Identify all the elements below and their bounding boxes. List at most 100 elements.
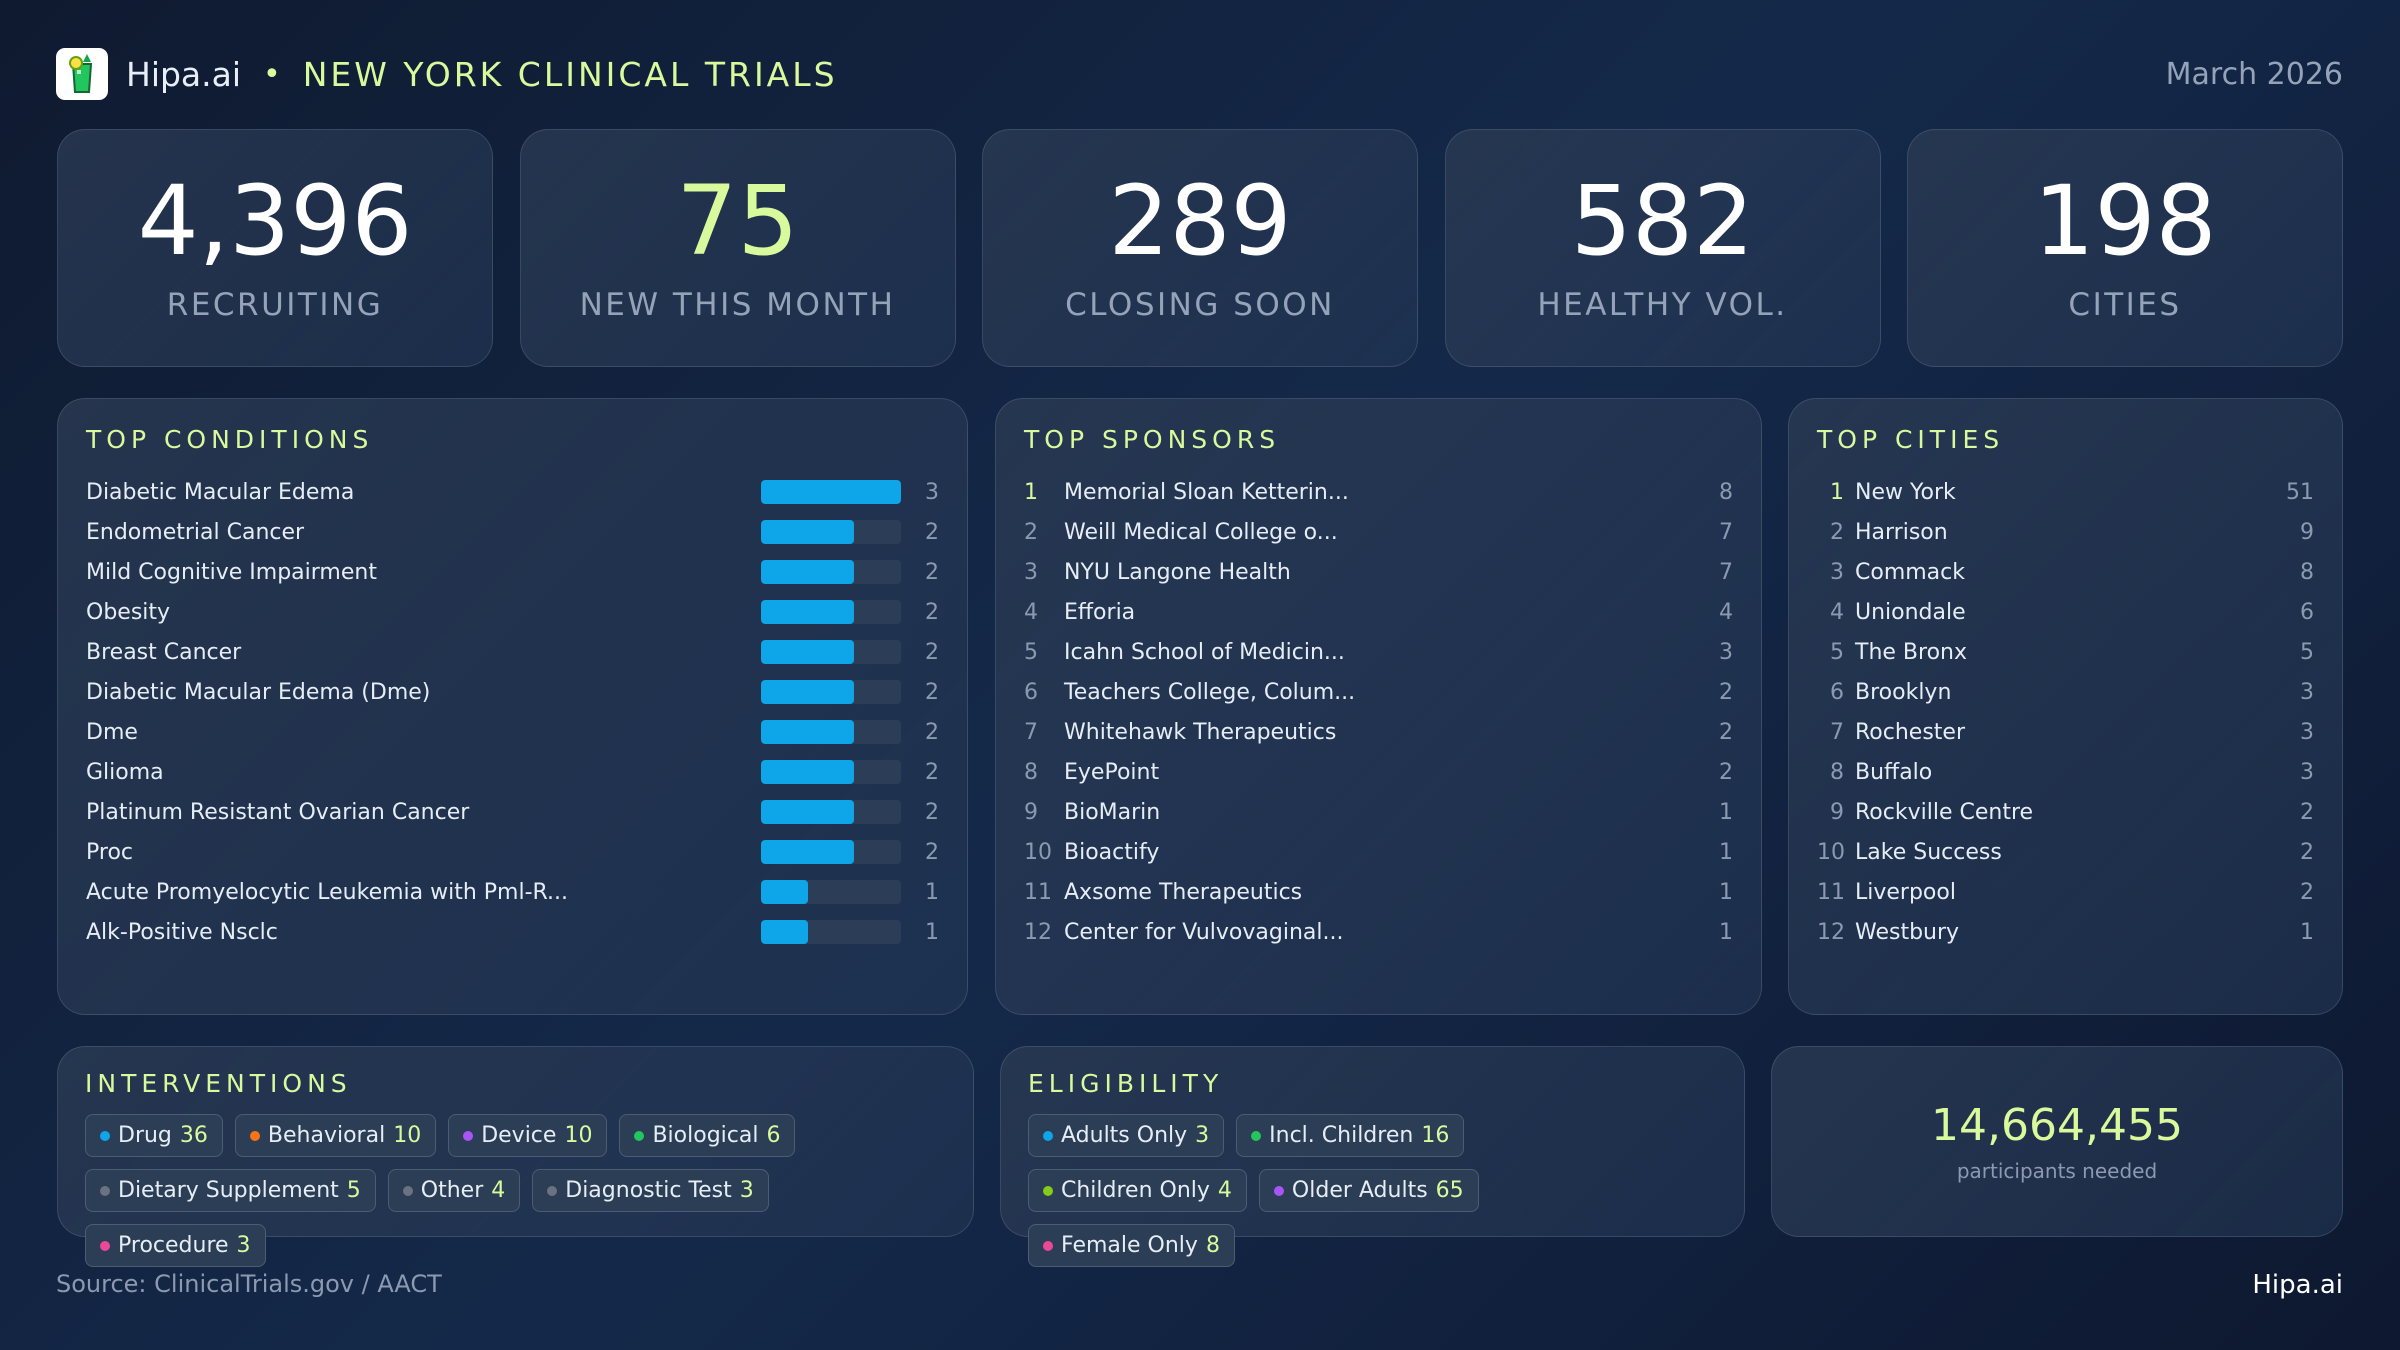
chip-older-adults[interactable]: Older Adults 65 xyxy=(1258,1169,1479,1212)
condition-name: Mild Cognitive Impairment xyxy=(86,559,377,585)
report-date: March 2026 xyxy=(2165,56,2343,92)
chip-drug[interactable]: Drug 36 xyxy=(85,1114,223,1157)
panel-title: TOP CITIES xyxy=(1817,425,2005,454)
city-name: Liverpool xyxy=(1855,879,1956,905)
stat-label: HEALTHY VOL. xyxy=(1537,287,1788,323)
logo xyxy=(56,48,108,100)
footer-brand: Hipa.ai xyxy=(2252,1270,2343,1300)
stat-value: 198 xyxy=(2033,165,2217,277)
rank: 3 xyxy=(1830,559,1844,585)
chip-dietary-supplement[interactable]: Dietary Supplement 5 xyxy=(85,1169,376,1212)
condition-bar xyxy=(761,720,901,744)
list-item: 11 Liverpool 2 xyxy=(1817,872,2314,912)
condition-bar-fill xyxy=(761,560,855,584)
condition-name: Alk-Positive Nsclc xyxy=(86,919,278,945)
dot-icon xyxy=(1251,1130,1262,1141)
condition-count: 1 xyxy=(925,919,939,945)
city-name: Harrison xyxy=(1855,519,1948,545)
list-item: 1 New York 51 xyxy=(1817,472,2314,512)
dot-icon xyxy=(100,1185,110,1196)
chip-device[interactable]: Device 10 xyxy=(448,1114,608,1157)
list-item: Obesity 2 xyxy=(86,592,939,632)
chip-procedure[interactable]: Procedure 3 xyxy=(85,1224,266,1267)
rank: 11 xyxy=(1817,879,1845,905)
participants-panel: 14,664,455 participants needed xyxy=(1771,1046,2343,1237)
list-item: 7 Rochester 3 xyxy=(1817,712,2314,752)
rank: 6 xyxy=(1830,679,1844,705)
condition-bar-fill xyxy=(761,520,855,544)
city-name: The Bronx xyxy=(1855,639,1967,665)
condition-bar-fill xyxy=(761,840,855,864)
dot-icon xyxy=(1273,1185,1284,1196)
sponsor-name: EyePoint xyxy=(1064,759,1160,785)
chip-other[interactable]: Other 4 xyxy=(387,1169,521,1212)
chip-count: 3 xyxy=(236,1233,251,1258)
chip-label: Drug xyxy=(118,1123,172,1148)
separator: • xyxy=(263,56,281,92)
condition-count: 2 xyxy=(925,639,939,665)
rank: 12 xyxy=(1817,919,1845,945)
chip-label: Children Only xyxy=(1061,1178,1210,1203)
condition-bar xyxy=(761,880,901,904)
count: 2 xyxy=(2300,839,2314,865)
rank: 7 xyxy=(1830,719,1844,745)
chip-behavioral[interactable]: Behavioral 10 xyxy=(234,1114,437,1157)
chip-female-only[interactable]: Female Only 8 xyxy=(1028,1224,1235,1267)
chip-label: Incl. Children xyxy=(1269,1123,1414,1148)
chip-label: Other xyxy=(420,1178,484,1203)
city-name: Uniondale xyxy=(1855,599,1966,625)
dot-icon xyxy=(100,1240,110,1251)
chip-incl-children[interactable]: Incl. Children 16 xyxy=(1236,1114,1465,1157)
count: 1 xyxy=(1719,919,1733,945)
condition-bar xyxy=(761,480,901,504)
city-name: New York xyxy=(1855,479,1956,505)
count: 51 xyxy=(2286,479,2314,505)
condition-name: Diabetic Macular Edema (Dme) xyxy=(86,679,431,705)
chip-count: 36 xyxy=(179,1123,208,1148)
stat-card-closing-soon: 289 CLOSING SOON xyxy=(982,129,1418,367)
list-item: Diabetic Macular Edema 3 xyxy=(86,472,939,512)
list-item: 8 EyePoint 2 xyxy=(1024,752,1733,792)
chip-biological[interactable]: Biological 6 xyxy=(619,1114,796,1157)
rank: 1 xyxy=(1830,479,1844,505)
count: 8 xyxy=(1719,479,1733,505)
dot-icon xyxy=(402,1185,413,1196)
rank: 10 xyxy=(1817,839,1845,865)
list-item: Proc 2 xyxy=(86,832,939,872)
condition-name: Proc xyxy=(86,839,133,865)
rank: 2 xyxy=(1024,519,1038,545)
chip-count: 65 xyxy=(1435,1178,1464,1203)
condition-bar xyxy=(761,600,901,624)
participants-label: participants needed xyxy=(1956,1159,2158,1183)
list-item: 3 Commack 8 xyxy=(1817,552,2314,592)
city-name: Brooklyn xyxy=(1855,679,1952,705)
top-sponsors-panel: TOP SPONSORS 1 Memorial Sloan Ketterin...… xyxy=(995,398,1762,1015)
chip-children-only[interactable]: Children Only 4 xyxy=(1028,1169,1247,1212)
panel-title: INTERVENTIONS xyxy=(85,1069,352,1098)
interventions-panel: INTERVENTIONS Drug 36 Behavioral 10 Device 10… xyxy=(57,1046,974,1267)
stat-card-healthy-vol-: 582 HEALTHY VOL. xyxy=(1444,129,1881,367)
list-item: 2 Harrison 9 xyxy=(1817,512,2314,552)
dot-icon xyxy=(1043,1240,1053,1251)
brand-name: Hipa.ai xyxy=(126,54,242,94)
dot-icon xyxy=(249,1130,260,1141)
count: 3 xyxy=(1719,639,1733,665)
count: 8 xyxy=(2300,559,2314,585)
chip-adults-only[interactable]: Adults Only 3 xyxy=(1028,1114,1225,1157)
chip-count: 10 xyxy=(564,1123,593,1148)
condition-bar-fill xyxy=(761,480,901,504)
rank: 11 xyxy=(1024,879,1052,905)
list-item: 8 Buffalo 3 xyxy=(1817,752,2314,792)
chip-diagnostic-test[interactable]: Diagnostic Test 3 xyxy=(532,1169,769,1212)
condition-bar xyxy=(761,920,901,944)
condition-count: 2 xyxy=(925,519,939,545)
condition-count: 2 xyxy=(925,839,939,865)
chip-count: 16 xyxy=(1421,1123,1450,1148)
sponsor-name: NYU Langone Health xyxy=(1064,559,1291,585)
source-note: Source: ClinicalTrials.gov / AACT xyxy=(56,1270,442,1298)
condition-bar-fill xyxy=(761,880,808,904)
condition-bar xyxy=(761,840,901,864)
chip-label: Adults Only xyxy=(1061,1123,1188,1148)
condition-count: 2 xyxy=(925,799,939,825)
condition-count: 2 xyxy=(925,719,939,745)
